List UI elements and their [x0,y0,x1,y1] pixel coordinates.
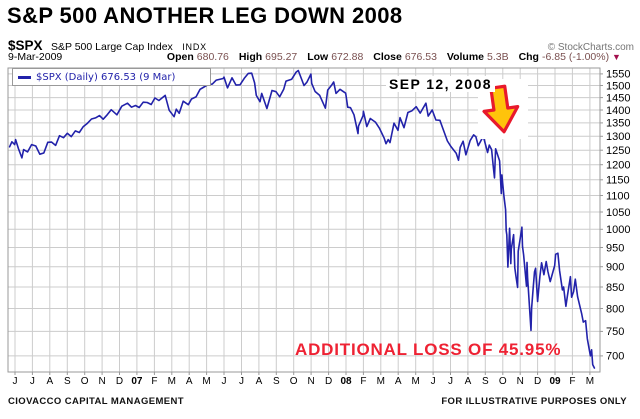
svg-text:08: 08 [340,376,352,387]
svg-text:J: J [222,376,227,387]
quote-value: 680.76 [196,51,229,63]
ticker-symbol: $SPX [8,38,43,53]
svg-text:D: D [534,376,541,387]
symbol-row: $SPX S&P 500 Large Cap Index INDX © Stoc… [8,37,634,55]
annotation-event-label: SEP 12, 2008 [386,76,495,92]
quote-value: 672.88 [331,51,364,63]
svg-text:A: A [186,376,193,387]
quote-value: -6.85 (-1.00%) [541,51,610,63]
quote-label: Chg [518,51,539,63]
svg-text:1450: 1450 [606,92,630,104]
down-arrow-icon [482,84,520,134]
quote-item-low: Low 672.88 [307,51,363,63]
series-legend: $SPX (Daily) 676.53 (9 Mar) [12,68,211,86]
svg-text:J: J [239,376,244,387]
exchange-label: INDX [182,42,207,52]
svg-text:950: 950 [606,242,624,254]
svg-text:M: M [586,376,594,387]
svg-text:1250: 1250 [606,145,630,157]
svg-text:850: 850 [606,282,624,294]
svg-text:F: F [569,376,575,387]
svg-text:1100: 1100 [606,190,630,202]
quote-item-open: Open 680.76 [167,51,229,63]
quote-item-volume: Volume 5.3B [447,51,509,63]
svg-text:1300: 1300 [606,131,630,143]
svg-text:J: J [431,376,436,387]
svg-text:N: N [98,376,105,387]
svg-text:M: M [202,376,210,387]
svg-text:N: N [517,376,524,387]
svg-text:800: 800 [606,303,624,315]
quote-row: 9-Mar-2009 Open 680.76 High 695.27 Low 672.… [8,51,628,63]
svg-text:D: D [325,376,332,387]
footer-disclaimer: FOR ILLUSTRATIVE PURPOSES ONLY [441,396,627,407]
quote-value: 676.53 [404,51,437,63]
quote-value: 695.27 [265,51,298,63]
quote-label: High [238,51,263,63]
svg-text:900: 900 [606,262,624,274]
svg-text:O: O [290,376,298,387]
quote-label: Volume [446,51,485,63]
svg-text:D: D [116,376,123,387]
svg-text:A: A [46,376,53,387]
quote-item-change: Chg -6.85 (-1.00%) ▼ [519,51,621,63]
quote-item-close: Close 676.53 [373,51,437,63]
quote-label: Close [373,51,402,63]
svg-text:A: A [465,376,472,387]
svg-text:M: M [168,376,176,387]
svg-text:700: 700 [606,351,624,363]
svg-text:O: O [81,376,89,387]
legend-line-icon [18,75,31,79]
quote-label: Open [166,51,194,63]
symbol-block: $SPX S&P 500 Large Cap Index INDX [8,37,207,55]
svg-text:1550: 1550 [606,69,630,81]
x-axis-labels: J J A S O N D 07 F M A M J J A S O N D 08 F M A M J J A S O N D 09 F M [13,376,595,387]
svg-text:J: J [448,376,453,387]
svg-text:1350: 1350 [606,118,630,130]
quote-value: 5.3B [487,51,509,63]
svg-text:1400: 1400 [606,105,630,117]
svg-text:F: F [360,376,366,387]
svg-text:1150: 1150 [606,175,630,187]
plot-border [7,67,601,373]
change-down-triangle-icon: ▼ [612,52,621,62]
svg-text:J: J [13,376,18,387]
annotation-loss-label: ADDITIONAL LOSS OF 45.95% [295,340,562,359]
price-line [8,69,596,369]
legend-label: $SPX (Daily) 676.53 (9 Mar) [36,71,176,83]
gridlines-vertical [14,68,591,375]
svg-text:1500: 1500 [606,80,630,92]
quote-date: 9-Mar-2009 [8,51,63,63]
svg-text:A: A [395,376,402,387]
symbol-name: S&P 500 Large Cap Index [50,41,173,53]
svg-text:1000: 1000 [606,224,630,236]
svg-text:750: 750 [606,326,624,338]
svg-text:M: M [377,376,385,387]
svg-text:A: A [256,376,263,387]
svg-text:F: F [151,376,157,387]
quote-label: Low [307,51,329,63]
svg-text:J: J [30,376,35,387]
page-title: S&P 500 ANOTHER LEG DOWN 2008 [7,3,403,28]
quote-item-high: High 695.27 [239,51,297,63]
copyright: © StockCharts.com [547,42,634,53]
svg-text:O: O [499,376,507,387]
svg-text:07: 07 [131,376,143,387]
svg-text:09: 09 [549,376,561,387]
svg-text:S: S [482,376,489,387]
svg-text:1200: 1200 [606,160,630,172]
svg-text:S: S [273,376,280,387]
footer-company: CIOVACCO CAPITAL MANAGEMENT [8,396,184,407]
svg-text:S: S [64,376,71,387]
svg-text:1050: 1050 [606,207,630,219]
svg-text:N: N [307,376,314,387]
svg-text:M: M [412,376,420,387]
